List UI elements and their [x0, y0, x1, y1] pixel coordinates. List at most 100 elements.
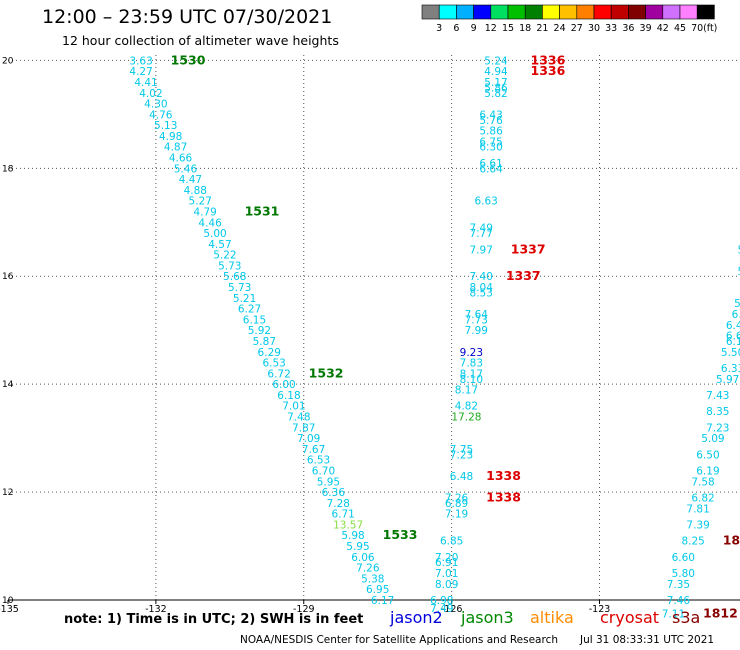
y-tick-label: 20 [2, 56, 14, 66]
swh-value-label: 7.23 [706, 422, 729, 434]
swh-value-label: 5.00 [203, 228, 226, 240]
colorbar: 3 6 9 12 15 18 21 24 27 30 33 36 39 42 45 70 (ft) [421, 4, 717, 34]
swh-value-label: 6.89 [445, 498, 468, 510]
colorbar-tick-label: 24 [554, 23, 566, 34]
swh-value-label: 6.67 [726, 331, 740, 343]
colorbar-tick-label: 39 [640, 23, 652, 34]
swh-value-label: 6.64 [479, 163, 503, 175]
swh-value-label: 6.91 [435, 557, 458, 569]
pass-number-label: 181 [723, 533, 740, 548]
legend-cryosat: cryosat [600, 608, 660, 627]
swh-value-label: 5.80 [672, 568, 695, 580]
x-tick-label: -126 [441, 604, 463, 615]
swh-value-label: 6.29 [258, 347, 281, 359]
timestamp: Jul 31 08:33:31 UTC 2021 [580, 634, 715, 646]
swh-value-label: 5.87 [253, 336, 276, 348]
swh-value-label: 7.46 [667, 595, 691, 607]
swh-value-label: 7.64 [465, 309, 489, 321]
swh-value-label: 8.25 [681, 536, 704, 548]
colorbar-tick-label: 3 [436, 23, 442, 34]
swh-value-label: 4.30 [144, 99, 167, 111]
swh-value-label: 4.47 [179, 174, 202, 186]
swh-value-label: 6.75 [479, 136, 502, 148]
swh-value-label: 3.63 [129, 55, 152, 67]
colorbar-unit: (ft) [703, 23, 717, 34]
x-tick-label: -129 [293, 604, 315, 615]
swh-value-label: 4.02 [139, 88, 162, 100]
pass-number-label: 1338 [486, 468, 521, 483]
swh-value-label: 5.73 [218, 260, 241, 272]
swh-value-label: 4.88 [184, 185, 207, 197]
swh-value-label: 7.97 [470, 244, 493, 256]
swh-value-label: 5.92 [248, 325, 271, 337]
footnote: note: 1) Time is in UTC; 2) SWH is in fe… [64, 612, 364, 627]
swh-value-label: 6.19 [696, 465, 719, 477]
swh-value-label: 5.82 [484, 88, 507, 100]
pass-number-label: 1531 [245, 203, 280, 218]
credit-line: NOAA/NESDIS Center for Satellite Applica… [240, 634, 558, 646]
chart-title: 12:00 – 23:59 UTC 07/30/2021 [42, 6, 333, 28]
swh-value-label: 6.72 [267, 368, 290, 380]
swh-value-label: 6.18 [277, 390, 300, 402]
swh-value-label: 6.50 [696, 449, 719, 461]
swh-value-label: 8.09 [435, 579, 458, 591]
swh-value-label: 5. [737, 266, 740, 278]
swh-value-label: 7.01 [282, 401, 305, 413]
x-tick-label: -135 [0, 604, 19, 615]
colorbar-tick-label: 36 [622, 23, 634, 34]
colorbar-tick-label: 12 [485, 23, 497, 34]
swh-value-label: 8.10 [460, 374, 483, 386]
swh-value-label: 5.38 [361, 573, 384, 585]
swh-value-label: 7.67 [302, 444, 325, 456]
swh-value-label: 5. [737, 244, 740, 256]
y-tick-label: 12 [2, 488, 13, 498]
y-tick-label: 10 [2, 596, 14, 606]
swh-value-label: 7.49 [470, 223, 493, 235]
swh-value-label: 6.60 [672, 552, 695, 564]
swh-value-label: 6.63 [474, 196, 497, 208]
colorbar-tick-label: 27 [571, 23, 583, 34]
y-tick-label: 14 [2, 380, 14, 390]
swh-value-label: 6.2 [732, 309, 740, 321]
swh-value-label: 7.87 [292, 422, 315, 434]
swh-value-label: 7.26 [356, 563, 380, 575]
pass-number-label: 1532 [309, 365, 344, 380]
swh-value-label: 6.27 [238, 304, 261, 316]
legend-jason3: jason3 [461, 608, 514, 627]
x-tick-label: -123 [589, 604, 611, 615]
swh-value-label: 7.35 [667, 579, 690, 591]
x-tick-label: -132 [145, 604, 167, 615]
swh-value-label: 7.26 [445, 492, 469, 504]
swh-value-label: 7.75 [450, 444, 473, 456]
swh-value-label: 4.79 [193, 206, 216, 218]
colorbar-tick-label: 6 [453, 23, 459, 34]
swh-value-label: 5.95 [346, 541, 369, 553]
pass-number-label: 1338 [486, 489, 521, 504]
swh-value-label: 5.73 [228, 282, 251, 294]
swh-value-label: 6.71 [331, 509, 354, 521]
pass-number-label: 1533 [383, 527, 418, 542]
pass-number-label: 1337 [511, 241, 546, 256]
swh-value-label: 8.53 [470, 287, 493, 299]
swh-value-label: 6.06 [351, 552, 375, 564]
swh-value-label: 5.13 [154, 120, 177, 132]
swh-value-label: 4.87 [164, 142, 187, 154]
swh-value-label: 4.66 [169, 153, 193, 165]
legend-altika: altika [530, 608, 574, 627]
swh-value-label: 4.82 [455, 401, 478, 413]
swh-value-label: 7.01 [435, 568, 458, 580]
swh-value-label: 6.53 [307, 455, 330, 467]
swh-value-label: 4.94 [484, 66, 508, 78]
swh-value-label: 6.70 [312, 465, 335, 477]
swh-value-label: 7.23 [450, 449, 473, 461]
swh-value-label: 6.46 [726, 320, 740, 332]
swh-value-label: 5.50 [721, 347, 740, 359]
swh-value-label: 6.00 [272, 379, 295, 391]
swh-value-label: 7.09 [297, 433, 320, 445]
swh-value-label: 4.98 [159, 131, 182, 143]
swh-value-label: 5.21 [233, 293, 256, 305]
colorbar-swatch [696, 4, 715, 20]
swh-value-label: 7.11 [662, 608, 685, 620]
swh-value-label: 7.83 [460, 358, 483, 370]
